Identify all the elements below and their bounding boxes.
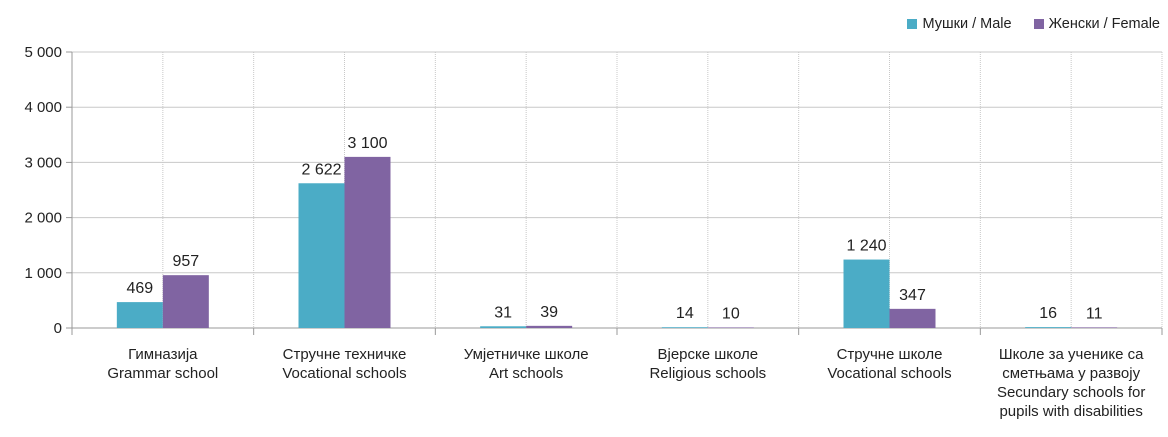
legend: Мушки / Male Женски / Female bbox=[907, 16, 1160, 32]
data-label: 3 100 bbox=[347, 135, 387, 152]
data-label: 11 bbox=[1086, 305, 1103, 322]
bar-male bbox=[661, 327, 708, 328]
legend-label-female: Женски / Female bbox=[1048, 16, 1160, 32]
data-label: 31 bbox=[494, 304, 512, 321]
x-tick-label-line: Вјерске школе bbox=[657, 346, 759, 363]
y-tick-label: 5 000 bbox=[24, 44, 62, 61]
data-label: 39 bbox=[540, 304, 558, 321]
x-tick-label-line: сметњама у развоју bbox=[1002, 365, 1141, 382]
x-tick-label: Школе за ученике са сметњама у развоју Sec… bbox=[981, 345, 1161, 421]
x-tick-label-line: Умјетничке школе bbox=[463, 346, 589, 363]
x-tick-label-line: Стручне техничке bbox=[282, 346, 407, 363]
x-tick-label-line: Школе за ученике са bbox=[998, 346, 1144, 363]
x-tick-label-line: Vocational schools bbox=[282, 365, 407, 382]
bar-female bbox=[344, 156, 391, 328]
data-label: 14 bbox=[676, 305, 694, 322]
bar-female bbox=[1071, 327, 1118, 328]
legend-swatch-female bbox=[1033, 19, 1044, 29]
x-tick-label: Вјерске школе Religious schools bbox=[618, 345, 798, 383]
bar-male bbox=[116, 302, 163, 328]
bar-female bbox=[889, 308, 936, 328]
x-tick-label-line: Vocational schools bbox=[827, 365, 952, 382]
bar-female bbox=[162, 275, 209, 328]
y-tick-label: 3 000 bbox=[24, 154, 62, 171]
bar-male bbox=[298, 183, 345, 328]
data-label: 469 bbox=[126, 280, 153, 297]
x-tick-label: Стручне школе Vocational schools bbox=[800, 345, 980, 383]
x-tick-label-line: Гимназија bbox=[128, 346, 198, 363]
bar-female bbox=[707, 327, 754, 328]
data-label: 16 bbox=[1039, 305, 1057, 322]
x-tick-label-line: Art schools bbox=[489, 365, 564, 382]
bar-male bbox=[843, 259, 890, 328]
y-tick-label: 0 bbox=[54, 320, 62, 337]
y-tick-label: 2 000 bbox=[24, 210, 62, 227]
x-tick-label: Умјетничке школе Art schools bbox=[436, 345, 616, 383]
data-label: 957 bbox=[172, 253, 199, 270]
x-tick-label: Гимназија Grammar school bbox=[73, 345, 253, 383]
legend-item-male: Мушки / Male bbox=[907, 16, 1012, 32]
data-label: 10 bbox=[722, 305, 740, 322]
x-tick-label-line: Religious schools bbox=[649, 365, 767, 382]
x-tick-label-line: Стручне школе bbox=[836, 346, 943, 363]
y-tick-label: 4 000 bbox=[24, 99, 62, 116]
data-label: 347 bbox=[899, 287, 926, 304]
legend-item-female: Женски / Female bbox=[1033, 16, 1160, 32]
data-label: 1 240 bbox=[846, 238, 886, 255]
bar-female bbox=[526, 325, 573, 328]
x-tick-label-line: Grammar school bbox=[107, 365, 219, 382]
x-tick-label-line: Secundary schools for bbox=[996, 384, 1146, 401]
x-tick-label-line: pupils with disabilities bbox=[999, 403, 1143, 420]
data-label: 2 622 bbox=[301, 161, 341, 178]
legend-label-male: Мушки / Male bbox=[922, 16, 1012, 32]
bar-male bbox=[480, 326, 527, 328]
bar-male bbox=[1025, 327, 1072, 328]
y-tick-label: 1 000 bbox=[24, 265, 62, 282]
legend-swatch-male bbox=[907, 19, 918, 29]
x-tick-label: Стручне техничке Vocational schools bbox=[255, 345, 435, 383]
